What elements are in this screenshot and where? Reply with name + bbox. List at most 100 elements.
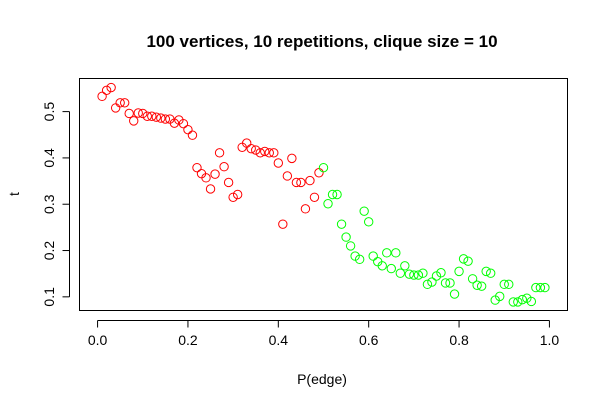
data-point (445, 278, 455, 288)
data-point (386, 263, 396, 274)
y-tick-label: 0.1 (41, 287, 57, 307)
data-point (485, 268, 496, 278)
data-point (97, 91, 107, 102)
data-point (499, 279, 509, 290)
data-point (377, 261, 387, 271)
data-point (458, 254, 469, 264)
data-point (440, 278, 451, 288)
data-point (305, 175, 315, 186)
data-point (110, 103, 121, 113)
x-axis: 0.0 0.2 0.4 0.6 0.8 1.0 (88, 320, 560, 348)
data-point (219, 162, 229, 172)
x-tick-label: 0.2 (178, 332, 198, 348)
data-point (327, 189, 338, 200)
x-tick-label: 1.0 (540, 332, 560, 348)
y-tick-label: 0.3 (41, 194, 57, 214)
data-point (535, 282, 546, 293)
data-point (309, 192, 320, 202)
y-axis: 0.1 0.2 0.3 0.4 0.5 (41, 102, 70, 307)
data-point (210, 169, 220, 179)
data-point (251, 145, 261, 155)
data-point (540, 282, 550, 293)
data-point (531, 282, 541, 293)
data-point (255, 148, 265, 158)
data-point (481, 266, 491, 277)
data-point (467, 274, 478, 284)
data-point (147, 111, 157, 121)
data-point (228, 192, 238, 202)
data-point (142, 111, 152, 121)
data-point (260, 146, 270, 157)
data-point (314, 168, 324, 178)
x-axis-label: P(edge) (297, 371, 347, 387)
chart-title: 100 vertices, 10 repetitions, clique siz… (146, 32, 497, 51)
data-point (300, 204, 311, 214)
data-point (124, 108, 134, 119)
data-point (291, 177, 302, 188)
data-point (363, 217, 374, 227)
y-tick-label: 0.2 (41, 241, 57, 261)
data-point (101, 85, 112, 96)
data-point (391, 248, 401, 258)
y-axis-label: t (6, 192, 22, 196)
data-point (178, 118, 189, 129)
data-point (463, 256, 473, 266)
data-point (264, 148, 274, 158)
data-point (427, 277, 437, 287)
data-point (115, 98, 125, 108)
data-point (472, 280, 482, 290)
data-point (341, 232, 351, 242)
data-point (513, 297, 523, 307)
y-tick-label: 0.5 (41, 102, 57, 122)
data-point (160, 114, 171, 124)
x-tick-label: 0.4 (269, 332, 289, 348)
x-tick-label: 0.0 (88, 332, 108, 348)
data-point (318, 162, 329, 173)
data-point (504, 279, 514, 290)
data-point (201, 173, 211, 183)
data-point (476, 281, 487, 291)
data-point (282, 171, 293, 181)
data-point (409, 270, 419, 280)
data-point (133, 108, 143, 118)
data-point (273, 158, 284, 168)
data-point (400, 261, 410, 271)
data-point (278, 219, 288, 229)
x-tick-label: 0.8 (449, 332, 469, 348)
data-point (138, 108, 148, 119)
data-point (508, 297, 518, 307)
data-point (151, 112, 162, 122)
data-point (232, 189, 243, 200)
data-point (422, 279, 433, 290)
data-point (183, 124, 193, 135)
data-point (323, 199, 333, 209)
data-points (97, 82, 550, 307)
data-point (296, 177, 306, 188)
data-point (526, 296, 537, 307)
plot-area-border (79, 78, 568, 311)
data-point (345, 241, 356, 251)
data-point (119, 98, 130, 108)
data-point (413, 270, 424, 280)
data-point (336, 219, 347, 229)
data-point (205, 184, 216, 194)
data-point (269, 148, 279, 158)
x-tick-label: 0.6 (359, 332, 379, 348)
data-point (129, 116, 139, 126)
data-point (418, 268, 428, 278)
data-point (404, 269, 415, 279)
data-point (454, 266, 464, 277)
data-point (241, 138, 252, 148)
data-point (187, 130, 198, 140)
data-point (223, 177, 234, 188)
data-point (449, 289, 460, 299)
data-point (332, 189, 342, 200)
data-point (354, 254, 365, 265)
data-point (246, 143, 256, 154)
data-point (436, 268, 446, 278)
data-point (214, 148, 225, 158)
y-tick-label: 0.4 (41, 148, 57, 168)
data-point (517, 294, 528, 305)
data-point (495, 291, 505, 302)
data-point (368, 251, 378, 261)
